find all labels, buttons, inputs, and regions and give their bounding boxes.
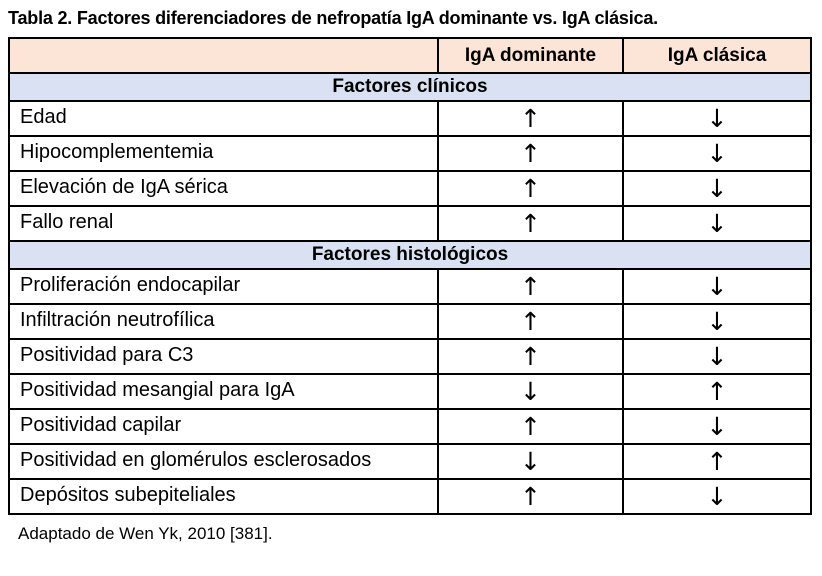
comparison-table: IgA dominante IgA clásica Factores clíni… <box>8 37 812 515</box>
down-arrow-icon: ↓ <box>622 303 812 340</box>
row-label: Hipocomplementemia <box>8 135 439 172</box>
up-arrow-icon: ↑ <box>622 443 812 480</box>
down-arrow-icon: ↓ <box>622 135 812 172</box>
table-row-proliferacion-endocapilar: Proliferación endocapilar ↑ ↓ <box>8 268 812 305</box>
table-row-positividad-c3: Positividad para C3 ↑ ↓ <box>8 338 812 375</box>
table-row-positividad-mesangial-iga: Positividad mesangial para IgA ↓ ↑ <box>8 373 812 410</box>
up-arrow-icon: ↑ <box>437 100 624 137</box>
up-arrow-icon: ↑ <box>437 135 624 172</box>
down-arrow-icon: ↓ <box>622 408 812 445</box>
section-header-clinicos: Factores clínicos <box>8 72 812 102</box>
column-header-empty <box>8 37 439 74</box>
up-arrow-icon: ↑ <box>437 478 624 515</box>
up-arrow-icon: ↑ <box>437 408 624 445</box>
table-row-elevacion-iga-serica: Elevación de IgA sérica ↑ ↓ <box>8 170 812 207</box>
row-label: Positividad para C3 <box>8 338 439 375</box>
up-arrow-icon: ↑ <box>622 373 812 410</box>
table-row-positividad-glomerulos-esclerosados: Positividad en glomérulos esclerosados ↓… <box>8 443 812 480</box>
source-citation: Adaptado de Wen Yk, 2010 [381]. <box>18 524 273 543</box>
up-arrow-icon: ↑ <box>437 170 624 207</box>
table-row-positividad-capilar: Positividad capilar ↑ ↓ <box>8 408 812 445</box>
section-header-row-clinicos: Factores clínicos <box>8 72 812 102</box>
column-header-iga-dominante: IgA dominante <box>437 37 624 74</box>
table-row-depositos-subepiteliales: Depósitos subepiteliales ↑ ↓ <box>8 478 812 515</box>
down-arrow-icon: ↓ <box>622 338 812 375</box>
row-label: Elevación de IgA sérica <box>8 170 439 207</box>
down-arrow-icon: ↓ <box>622 205 812 242</box>
down-arrow-icon: ↓ <box>622 478 812 515</box>
up-arrow-icon: ↑ <box>437 268 624 305</box>
row-label: Proliferación endocapilar <box>8 268 439 305</box>
column-header-iga-clasica: IgA clásica <box>622 37 812 74</box>
row-label: Fallo renal <box>8 205 439 242</box>
row-label: Edad <box>8 100 439 137</box>
section-header-row-histologicos: Factores histológicos <box>8 240 812 270</box>
row-label: Positividad capilar <box>8 408 439 445</box>
up-arrow-icon: ↑ <box>437 338 624 375</box>
table-row-edad: Edad ↑ ↓ <box>8 100 812 137</box>
column-header-row: IgA dominante IgA clásica <box>8 37 812 74</box>
up-arrow-icon: ↑ <box>437 303 624 340</box>
down-arrow-icon: ↓ <box>437 373 624 410</box>
table-row-fallo-renal: Fallo renal ↑ ↓ <box>8 205 812 242</box>
down-arrow-icon: ↓ <box>622 170 812 207</box>
row-label: Positividad en glomérulos esclerosados <box>8 443 439 480</box>
row-label: Infiltración neutrofílica <box>8 303 439 340</box>
row-label: Positividad mesangial para IgA <box>8 373 439 410</box>
down-arrow-icon: ↓ <box>622 268 812 305</box>
section-header-histologicos: Factores histológicos <box>8 240 812 270</box>
up-arrow-icon: ↑ <box>437 205 624 242</box>
down-arrow-icon: ↓ <box>437 443 624 480</box>
table-row-hipocomplementemia: Hipocomplementemia ↑ ↓ <box>8 135 812 172</box>
down-arrow-icon: ↓ <box>622 100 812 137</box>
table-title: Tabla 2. Factores diferenciadores de nef… <box>8 8 658 28</box>
table-row-infiltracion-neutrofilica: Infiltración neutrofílica ↑ ↓ <box>8 303 812 340</box>
row-label: Depósitos subepiteliales <box>8 478 439 515</box>
